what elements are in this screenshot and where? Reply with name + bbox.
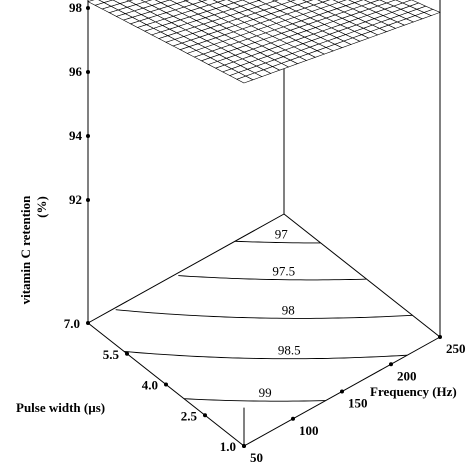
contour-line [115, 309, 413, 319]
surface-cell [236, 75, 254, 84]
z-tick-label: 94 [69, 128, 83, 143]
contour-label: 98 [282, 302, 295, 317]
response-surface [87, 0, 441, 84]
y-tick [203, 413, 207, 418]
box-floor-back-left [87, 213, 285, 324]
z-axis-label-line1: vitamin C retention [18, 195, 33, 305]
y-axis-label: Pulse width (µs) [16, 400, 105, 415]
contour-line [183, 398, 326, 402]
z-tick-label: 96 [69, 64, 83, 79]
x-tick-label: 50 [250, 450, 263, 463]
z-tick [86, 70, 90, 74]
y-tick [125, 351, 129, 356]
contour-label: 99 [259, 385, 272, 400]
contour-line [123, 350, 408, 360]
x-tick [389, 362, 393, 367]
x-tick-label: 200 [397, 368, 417, 383]
y-tick-label: 4.0 [142, 378, 158, 393]
contour-line [234, 240, 321, 244]
z-tick-label: 92 [69, 192, 82, 207]
z-axis-label-line2: (%) [34, 196, 49, 218]
z-tick [86, 198, 90, 202]
y-tick [164, 382, 168, 387]
axis-labels: vitamin C retention (%) Frequency (Hz) P… [16, 195, 457, 415]
z-tick [86, 134, 90, 138]
x-tick [340, 389, 344, 394]
contour-label: 98.5 [278, 343, 301, 358]
x-tick [242, 444, 246, 448]
y-tick-label: 2.5 [181, 408, 198, 423]
contour-label: 97.5 [272, 264, 295, 279]
x-tick [438, 335, 442, 339]
x-tick-label: 250 [446, 341, 466, 356]
contour-label: 97 [275, 227, 289, 242]
x-tick-label: 150 [348, 396, 368, 411]
contour-plot: 97 97.5 98 98.5 99 [115, 227, 413, 402]
box-floor-back-right [283, 213, 441, 338]
y-tick-label: 7.0 [64, 316, 80, 331]
x-axis-label: Frequency (Hz) [370, 384, 457, 399]
z-tick [86, 6, 90, 10]
x-tick [291, 416, 295, 421]
contour-line [178, 275, 367, 281]
z-tick-label: 98 [69, 0, 83, 15]
x-tick-label: 100 [299, 423, 319, 438]
y-tick [86, 321, 90, 325]
y-tick-label: 1.0 [220, 439, 236, 454]
y-tick-label: 5.5 [103, 347, 120, 362]
